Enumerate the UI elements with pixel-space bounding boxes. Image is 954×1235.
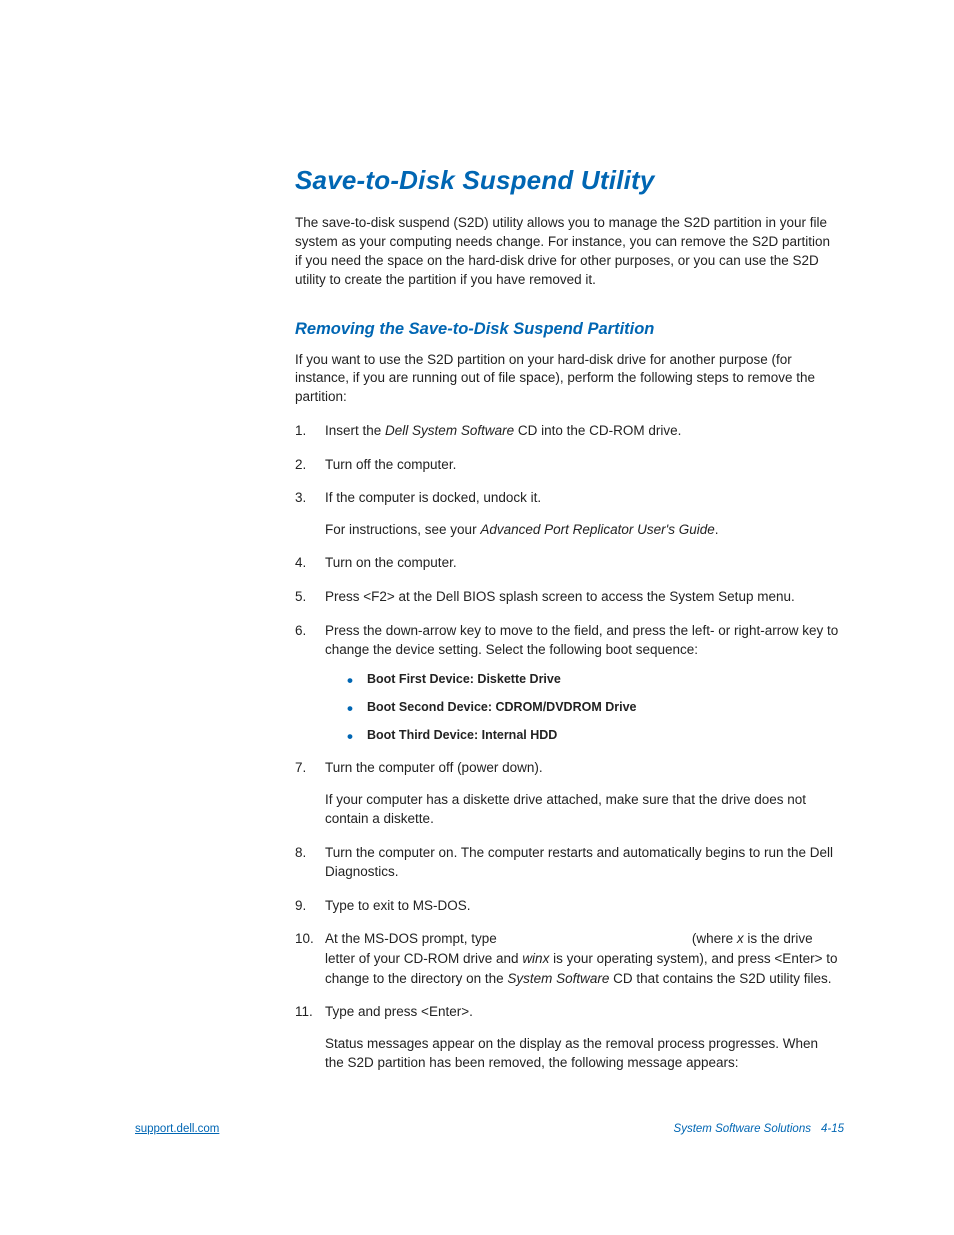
step-note: Status messages appear on the display as… xyxy=(325,1034,840,1073)
step-item: 8. Turn the computer on. The computer re… xyxy=(295,843,840,882)
bullet-item: Boot First Device: Diskette Drive xyxy=(345,670,840,688)
italic-text: System Software xyxy=(507,971,609,986)
bullet-text: Boot Third Device: Internal HDD xyxy=(367,728,557,742)
bullet-list: Boot First Device: Diskette Drive Boot S… xyxy=(345,670,840,744)
step-item: 9. Type to exit to MS-DOS. xyxy=(295,896,840,916)
bullet-item: Boot Second Device: CDROM/DVDROM Drive xyxy=(345,698,840,716)
step-number: 6. xyxy=(295,621,306,641)
step-note: For instructions, see your Advanced Port… xyxy=(325,520,840,540)
step-number: 3. xyxy=(295,488,306,508)
section-subtitle: Removing the Save-to-Disk Suspend Partit… xyxy=(295,320,840,339)
footer-section-label: System Software Solutions xyxy=(674,1123,811,1135)
step-text: Type to exit to MS-DOS. xyxy=(325,896,840,916)
text-fragment: . xyxy=(715,522,719,537)
step-text: Press the down-arrow key to move to the … xyxy=(325,621,840,660)
text-gap xyxy=(501,931,692,946)
steps-list: 1. Insert the Dell System Software CD in… xyxy=(295,421,840,1073)
step-item: 4. Turn on the computer. xyxy=(295,553,840,573)
text-fragment: For instructions, see your xyxy=(325,522,480,537)
step-note: If your computer has a diskette drive at… xyxy=(325,790,840,829)
step-number: 10. xyxy=(295,929,314,949)
bullet-text: Boot First Device: Diskette Drive xyxy=(367,672,561,686)
footer-link[interactable]: support.dell.com xyxy=(135,1123,219,1135)
step-number: 7. xyxy=(295,758,306,778)
step-item: 2. Turn off the computer. xyxy=(295,455,840,475)
step-number: 5. xyxy=(295,587,306,607)
step-text: Turn the computer off (power down). xyxy=(325,758,840,778)
step-text: At the MS-DOS prompt, type (where x is t… xyxy=(325,929,840,988)
step-text: Turn off the computer. xyxy=(325,455,840,475)
step-item: 1. Insert the Dell System Software CD in… xyxy=(295,421,840,441)
step-text: Turn the computer on. The computer resta… xyxy=(325,843,840,882)
page: Save-to-Disk Suspend Utility The save-to… xyxy=(0,0,954,1235)
step-item: 6. Press the down-arrow key to move to t… xyxy=(295,621,840,745)
text-fragment: CD into the CD-ROM drive. xyxy=(514,423,681,438)
step-text: If the computer is docked, undock it. xyxy=(325,488,840,508)
step-text: Turn on the computer. xyxy=(325,553,840,573)
text-fragment: CD that contains the S2D utility files. xyxy=(609,971,831,986)
italic-text: Advanced Port Replicator User's Guide xyxy=(480,522,714,537)
page-footer: support.dell.com System Software Solutio… xyxy=(135,1123,844,1135)
italic-text: winx xyxy=(522,951,549,966)
step-item: 10. At the MS-DOS prompt, type (where x … xyxy=(295,929,840,988)
step-number: 2. xyxy=(295,455,306,475)
section-intro: If you want to use the S2D partition on … xyxy=(295,351,840,408)
step-number: 8. xyxy=(295,843,306,863)
italic-text: Dell System Software xyxy=(385,423,514,438)
step-number: 11. xyxy=(295,1002,313,1022)
footer-page-number: 4-15 xyxy=(821,1123,844,1135)
step-text: Type and press <Enter>. xyxy=(325,1002,840,1022)
step-item: 7. Turn the computer off (power down). I… xyxy=(295,758,840,829)
step-text: Insert the Dell System Software CD into … xyxy=(325,421,840,441)
text-fragment: Insert the xyxy=(325,423,385,438)
content-column: Save-to-Disk Suspend Utility The save-to… xyxy=(295,165,840,1073)
intro-paragraph: The save-to-disk suspend (S2D) utility a… xyxy=(295,214,840,290)
text-fragment: (where xyxy=(692,931,737,946)
step-item: 3. If the computer is docked, undock it.… xyxy=(295,488,840,539)
footer-right: System Software Solutions 4-15 xyxy=(674,1123,844,1135)
step-item: 11. Type and press <Enter>. Status messa… xyxy=(295,1002,840,1073)
step-text: Press <F2> at the Dell BIOS splash scree… xyxy=(325,587,840,607)
bullet-item: Boot Third Device: Internal HDD xyxy=(345,726,840,744)
italic-text: x xyxy=(737,931,744,946)
text-fragment: At the MS-DOS prompt, type xyxy=(325,931,501,946)
step-number: 1. xyxy=(295,421,306,441)
step-number: 9. xyxy=(295,896,306,916)
step-number: 4. xyxy=(295,553,306,573)
bullet-text: Boot Second Device: CDROM/DVDROM Drive xyxy=(367,700,636,714)
main-title: Save-to-Disk Suspend Utility xyxy=(295,165,840,196)
step-item: 5. Press <F2> at the Dell BIOS splash sc… xyxy=(295,587,840,607)
